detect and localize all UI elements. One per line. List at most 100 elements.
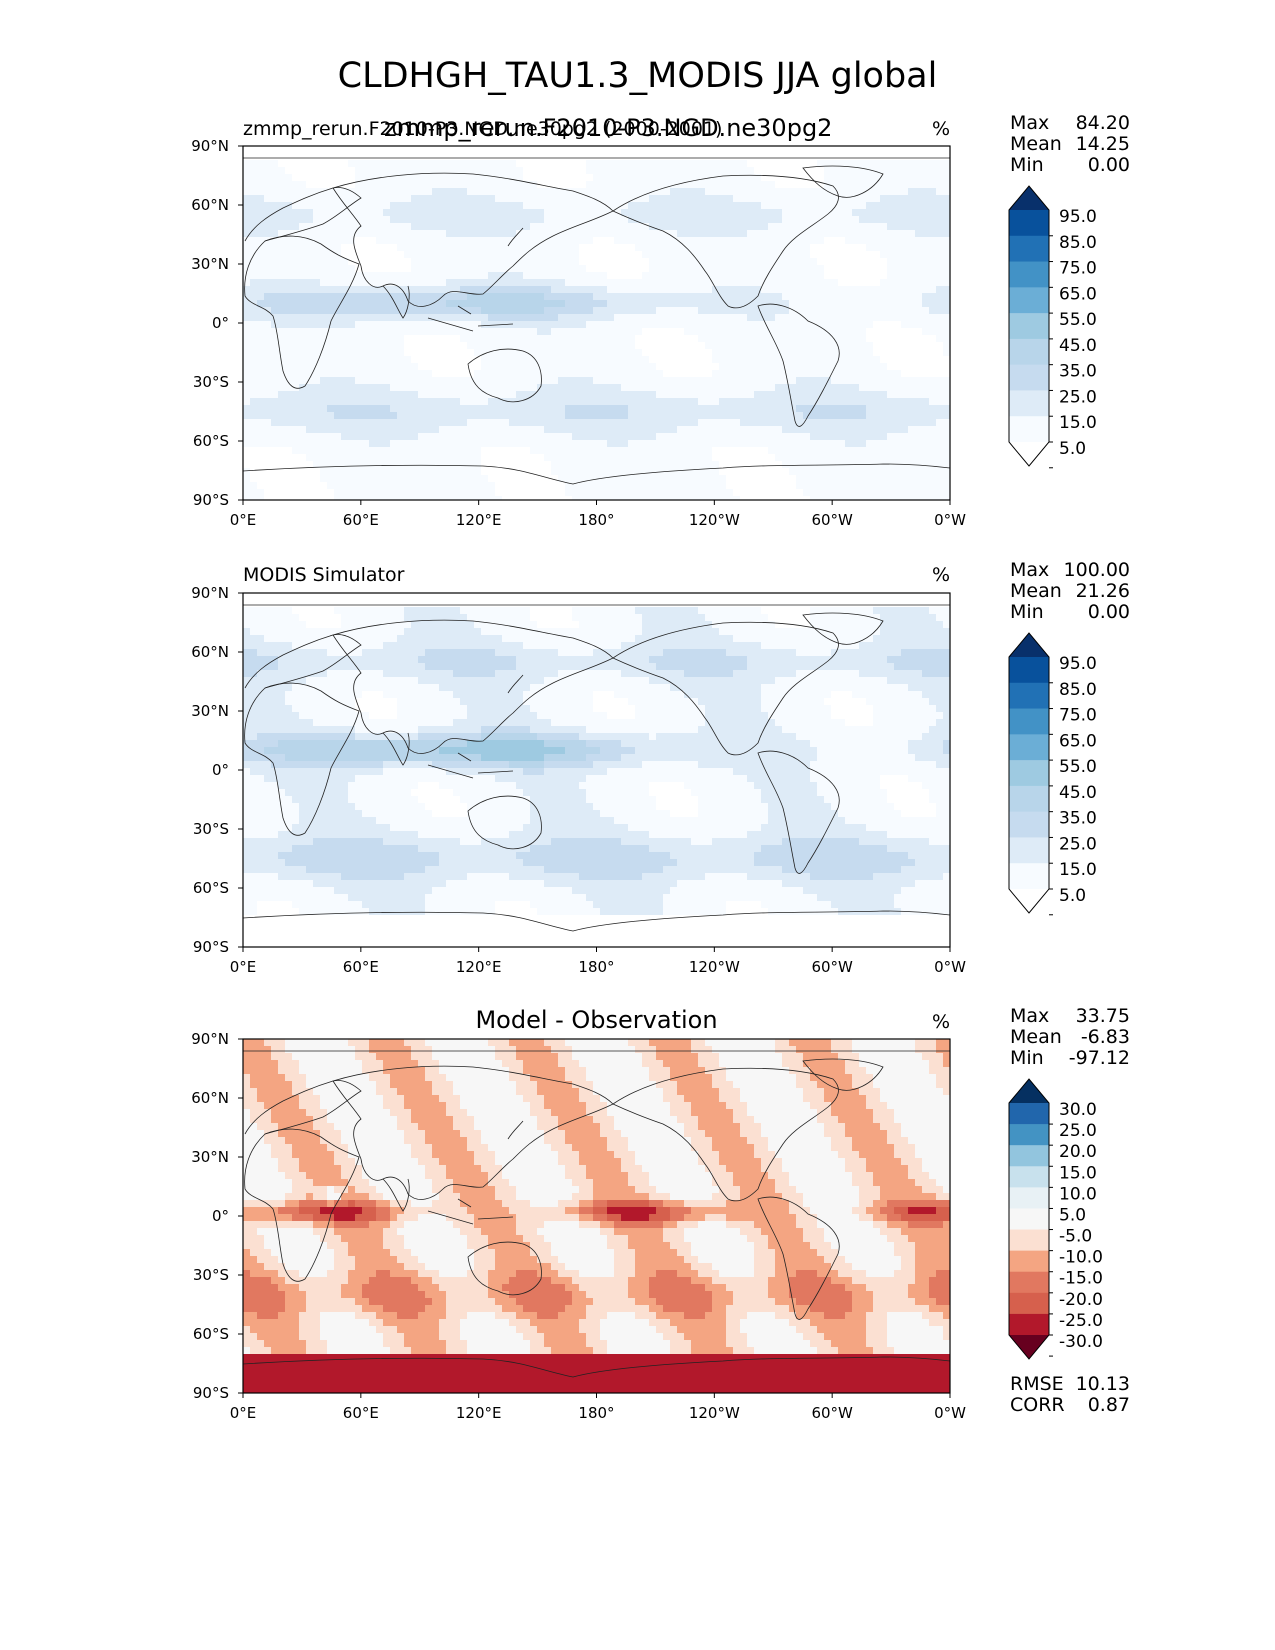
y-tick-label-3-6: 90°S [193, 1384, 229, 1402]
colorbar-3-band-9 [1009, 1271, 1049, 1294]
colorbar-2-min-cap [1009, 889, 1049, 913]
colorbar-3-label-2: 20.0 [1059, 1142, 1097, 1162]
colorbar-3-band-7 [1009, 1229, 1049, 1252]
y-tick-label-3-4: 30°S [193, 1266, 229, 1284]
colorbar-3-label-7: -10.0 [1059, 1248, 1103, 1268]
colorbar-1-label-8: 15.0 [1059, 413, 1097, 433]
panel-2-units: % [932, 564, 951, 586]
x-tick-label-3-3: 180° [578, 1404, 614, 1422]
panel-1-units: % [932, 118, 951, 140]
colorbar-2-band-2 [1009, 682, 1049, 710]
colorbar-1-band-8 [1009, 390, 1049, 417]
panel-3-min-label: Min [1010, 1047, 1044, 1069]
colorbar-2-band-1 [1009, 657, 1049, 684]
colorbar-3-label-8: -15.0 [1059, 1269, 1103, 1289]
panel-1-max-label: Max [1010, 112, 1050, 134]
x-tick-label-2-0: 0°E [230, 958, 257, 976]
panel-1-mean-value: 14.25 [1075, 133, 1130, 155]
x-tick-label-3-5: 60°W [811, 1404, 853, 1422]
map-field-3 [243, 1039, 950, 1393]
x-tick-label-2-3: 180° [578, 958, 614, 976]
y-tick-label-3-0: 90°N [191, 1030, 229, 1048]
colorbar-1-band-3 [1009, 261, 1049, 288]
colorbar-1-band-2 [1009, 235, 1049, 263]
colorbar-3-label-5: 5.0 [1059, 1205, 1086, 1225]
y-tick-label-2-1: 60°N [191, 643, 229, 661]
colorbar-1-band-1 [1009, 210, 1049, 237]
panel-1-title-overlay: zmmp_rerun.F2010-P3.NGD.ne30pg2 [384, 114, 833, 142]
panel-3-rmse-value: 10.13 [1075, 1373, 1130, 1395]
colorbar-3-label-4: 10.0 [1059, 1184, 1097, 1204]
colorbar-2-label-9: 5.0 [1059, 886, 1086, 906]
y-tick-label-2-0: 90°N [191, 584, 229, 602]
panel-2-mean-label: Mean [1010, 580, 1062, 602]
colorbar-3-label-6: -5.0 [1059, 1227, 1092, 1247]
colorbar-1-label-3: 65.0 [1059, 284, 1097, 304]
panel-2-min-value: 0.00 [1087, 601, 1130, 623]
colorbar-3: 30.025.020.015.010.05.0-5.0-10.0-15.0-20… [1008, 1078, 1103, 1360]
map-panel-1: 0°E 60°E 120°E 180° 120°W 60°W 0°W 90°N 60°N 30°N… [191, 137, 966, 529]
panel-1-min-label: Min [1010, 154, 1044, 176]
panel-1-title: zmmp_rerun.F2010-P3.NGD.ne30pg2 (2000-20… [243, 118, 723, 140]
colorbar-3-band-1 [1009, 1103, 1049, 1125]
colorbar-3-band-11 [1009, 1313, 1049, 1336]
x-tick-label-1-4: 120°W [689, 511, 740, 529]
x-tick-label-1-2: 120°E [456, 511, 502, 529]
colorbar-2-band-3 [1009, 708, 1049, 735]
colorbar-2-label-8: 15.0 [1059, 860, 1097, 880]
x-tick-label-1-0: 0°E [230, 511, 257, 529]
x-tick-label-3-0: 0°E [230, 1404, 257, 1422]
colorbar-2-band-9 [1009, 863, 1049, 890]
y-tick-label-3-3: 0° [212, 1207, 229, 1225]
y-tick-label-3-2: 30°N [191, 1148, 229, 1166]
y-tick-label-1-1: 60°N [191, 196, 229, 214]
colorbar-3-band-2 [1009, 1124, 1049, 1146]
figure-title: CLDHGH_TAU1.3_MODIS JJA global [337, 56, 938, 96]
x-tick-label-1-3: 180° [578, 511, 614, 529]
x-tick-label-3-2: 120°E [456, 1404, 502, 1422]
x-tick-label-2-2: 120°E [456, 958, 502, 976]
y-tick-label-3-5: 60°S [193, 1325, 229, 1343]
y-tick-label-2-4: 30°S [193, 820, 229, 838]
x-tick-label-1-5: 60°W [811, 511, 853, 529]
colorbar-1-label-6: 35.0 [1059, 362, 1097, 382]
x-tick-label-2-5: 60°W [811, 958, 853, 976]
colorbar-3-band-5 [1009, 1187, 1049, 1209]
colorbar-3-band-8 [1009, 1250, 1049, 1273]
colorbar-3-band-10 [1009, 1292, 1049, 1315]
y-tick-label-3-1: 60°N [191, 1089, 229, 1107]
y-tick-label-1-2: 30°N [191, 255, 229, 273]
colorbar-3-max-cap [1009, 1079, 1049, 1103]
y-tick-label-2-6: 90°S [193, 938, 229, 956]
colorbar-1-label-1: 85.0 [1059, 233, 1097, 253]
colorbar-1-band-6 [1009, 338, 1049, 366]
colorbar-3-band-4 [1009, 1166, 1049, 1188]
colorbar-2-label-2: 75.0 [1059, 706, 1097, 726]
colorbar-2-label-3: 65.0 [1059, 731, 1097, 751]
colorbar-3-label-10: -25.0 [1059, 1311, 1103, 1331]
y-tick-label-1-4: 30°S [193, 373, 229, 391]
y-tick-label-1-0: 90°N [191, 137, 229, 155]
colorbar-1: 95.0 85.0 75.0 65.0 55.0 45.0 35.0 25.0 15.0 5.0 [1008, 185, 1097, 469]
colorbar-2-label-4: 55.0 [1059, 757, 1097, 777]
colorbar-2-band-6 [1009, 785, 1049, 813]
panel-3-min-value: -97.12 [1068, 1047, 1130, 1069]
panel-3-corr-label: CORR [1010, 1394, 1065, 1416]
colorbar-2: 95.0 85.0 75.0 65.0 55.0 45.0 35.0 25.0 15.0 5.0 [1008, 632, 1097, 916]
panel-3-max-label: Max [1010, 1005, 1050, 1027]
panel-1-mean-label: Mean [1010, 133, 1062, 155]
panel-2-mean-value: 21.26 [1075, 580, 1130, 602]
panel-1-min-value: 0.00 [1087, 154, 1130, 176]
colorbar-2-label-5: 45.0 [1059, 783, 1097, 803]
colorbar-1-label-0: 95.0 [1059, 207, 1097, 227]
colorbar-1-label-4: 55.0 [1059, 310, 1097, 330]
colorbar-3-label-11: -30.0 [1059, 1332, 1103, 1352]
x-tick-label-3-4: 120°W [689, 1404, 740, 1422]
colorbar-3-band-3 [1009, 1145, 1049, 1167]
y-tick-label-2-2: 30°N [191, 702, 229, 720]
x-tick-label-2-4: 120°W [689, 958, 740, 976]
x-tick-label-2-6: 0°W [934, 958, 966, 976]
colorbar-2-label-6: 35.0 [1059, 809, 1097, 829]
panel-2-min-label: Min [1010, 601, 1044, 623]
